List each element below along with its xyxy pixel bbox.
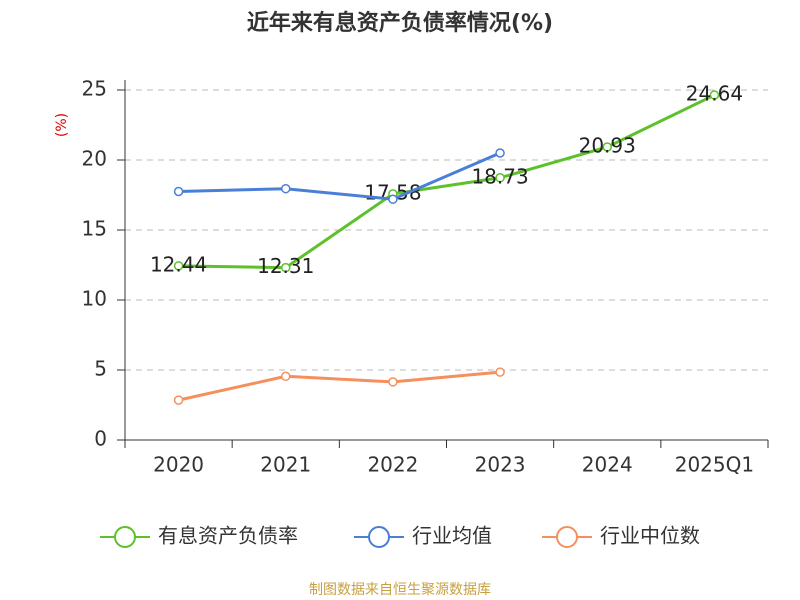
y-tick-label: 15: [82, 217, 107, 241]
data-label: 24.64: [686, 82, 743, 106]
data-point: [495, 148, 505, 158]
y-tick-label: 10: [82, 287, 107, 311]
legend-marker: [114, 526, 136, 548]
data-point: [388, 194, 398, 204]
x-tick-label: 2025Q1: [675, 453, 754, 477]
data-point: [709, 90, 720, 100]
legend-label: 行业均值: [412, 524, 492, 548]
data-point: [495, 367, 505, 377]
x-tick-label: 2024: [582, 453, 633, 477]
series-line: [178, 151, 501, 201]
chart-title: 近年来有息资产负债率情况(%): [247, 10, 553, 36]
series-line: [178, 93, 716, 270]
y-axis-label: (%): [54, 113, 70, 137]
data-point: [173, 261, 184, 271]
x-tick-label: 2020: [153, 453, 204, 477]
x-tick-label: 2023: [475, 453, 526, 477]
data-point: [173, 395, 184, 405]
data-point: [388, 377, 398, 387]
y-tick-label: 20: [82, 147, 107, 171]
data-point: [281, 262, 291, 273]
legend-marker: [556, 526, 578, 548]
y-tick-label: 5: [94, 357, 107, 381]
data-label: 12.31: [257, 254, 314, 278]
data-point: [173, 186, 184, 197]
series-line: [178, 370, 501, 402]
y-tick-label: 25: [82, 77, 107, 101]
data-point: [281, 183, 291, 194]
data-label: 12.44: [150, 252, 207, 276]
source-note: 制图数据来自恒生聚源数据库: [309, 582, 491, 598]
legend-label: 有息资产负债率: [158, 524, 298, 548]
legend-marker: [368, 526, 390, 548]
data-label: 20.93: [579, 133, 636, 157]
x-tick-label: 2021: [260, 453, 311, 477]
legend-label: 行业中位数: [600, 524, 700, 548]
y-tick-label: 0: [94, 427, 107, 451]
data-point: [495, 173, 505, 183]
data-label: 18.73: [471, 164, 528, 188]
data-point: [281, 371, 291, 382]
data-point: [602, 142, 612, 152]
x-tick-label: 2022: [367, 453, 418, 477]
